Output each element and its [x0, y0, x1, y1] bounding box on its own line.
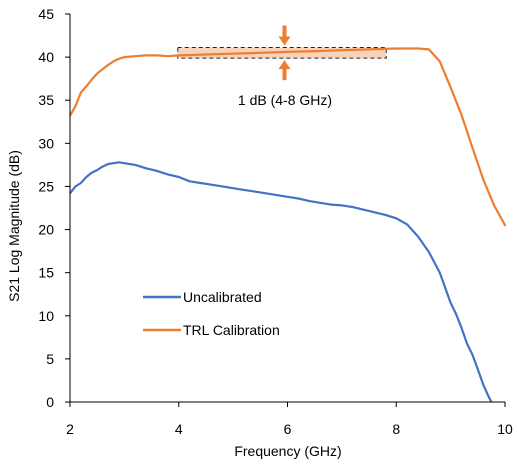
legend: Uncalibrated TRL Calibration [143, 289, 280, 338]
y-tick-label: 10 [38, 308, 54, 324]
x-axis-title: Frequency (GHz) [234, 443, 341, 459]
annotation-label: 1 dB (4-8 GHz) [238, 92, 332, 108]
y-tick-label: 15 [38, 265, 54, 281]
y-tick-label: 40 [38, 49, 54, 65]
legend-label-uncalibrated: Uncalibrated [183, 289, 262, 305]
x-tick-label: 10 [497, 421, 513, 437]
x-tick-label: 4 [175, 421, 183, 437]
x-tick-label: 6 [284, 421, 292, 437]
series-line-uncalibrated [70, 161, 493, 402]
annotation-arrow-down [278, 25, 291, 46]
y-tick-label: 30 [38, 135, 54, 151]
y-tick-label: 20 [38, 222, 54, 238]
y-tick-label: 25 [38, 178, 54, 194]
x-tick-label: 8 [392, 421, 400, 437]
axis-layer [69, 14, 505, 403]
series-layer [70, 47, 507, 402]
annotation-arrow-up [278, 60, 291, 81]
y-tick-label: 0 [46, 394, 54, 410]
tick-layer: 0 5 10 15 20 25 30 35 40 45 2 4 6 8 10 [38, 6, 513, 437]
legend-label-trl: TRL Calibration [183, 322, 280, 338]
y-tick-label: 35 [38, 92, 54, 108]
series-line-trl-calibration [70, 47, 507, 227]
x-tick-label: 2 [66, 421, 74, 437]
y-tick-label: 45 [38, 6, 54, 22]
y-axis-title: S21 Log Magnitude (dB) [6, 150, 22, 302]
y-tick-label: 5 [46, 351, 54, 367]
